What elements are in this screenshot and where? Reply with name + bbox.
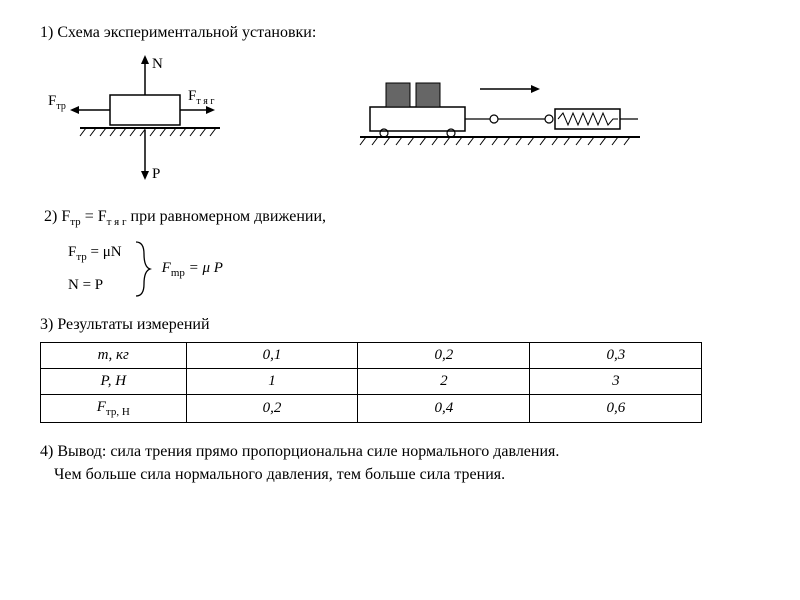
brace-eqs: Fтр = μN N = P: [68, 244, 122, 294]
brace-icon: [132, 240, 152, 298]
brace-eq2: N = P: [68, 277, 122, 294]
results-table: m, кг 0,1 0,2 0,3 P, H 1 2 3 Fтр, H 0,2 …: [40, 342, 702, 423]
section-3: 3) Результаты измерений m, кг 0,1 0,2 0,…: [40, 316, 760, 423]
r3-pref: F: [97, 399, 106, 415]
cell: 0,2: [358, 343, 530, 369]
brace-block: Fтр = μN N = P Fmp = μ P: [68, 240, 760, 298]
s3-text: Результаты измерений: [57, 316, 209, 333]
cell: 0,4: [358, 395, 530, 423]
cell: 0,3: [530, 343, 702, 369]
table-row: Fтр, H 0,2 0,4 0,6: [41, 395, 702, 423]
table-row: m, кг 0,1 0,2 0,3: [41, 343, 702, 369]
diagram-row: N P Fтр Fт я г: [40, 50, 760, 190]
cell: 3: [530, 369, 702, 395]
label-N: N: [152, 56, 163, 72]
label-P: P: [152, 166, 160, 182]
section-1: 1) Схема экспериментальной установки:: [40, 24, 760, 190]
eq-F1: F: [61, 208, 70, 225]
s2-num: 2): [44, 208, 57, 225]
beq1-s: тр: [76, 251, 86, 263]
cell: 0,1: [186, 343, 358, 369]
section-4: 4) Вывод: сила трения прямо пропорционал…: [40, 441, 760, 486]
section-1-text: Схема экспериментальной установки:: [57, 24, 316, 41]
cell: 0,2: [186, 395, 358, 423]
s4-num: 4): [40, 443, 53, 460]
eq-mid: = F: [81, 208, 107, 225]
cell: 0,6: [530, 395, 702, 423]
eq-sub2: т я г: [107, 216, 127, 228]
bres-r: = μ P: [185, 260, 223, 276]
row-label: m, кг: [41, 343, 187, 369]
table-row: P, H 1 2 3: [41, 369, 702, 395]
r3-sub: тр, H: [106, 406, 130, 418]
label-Ftyag: Fт я г: [188, 88, 214, 107]
beq1-r: = μN: [87, 244, 122, 260]
cell: 2: [358, 369, 530, 395]
section-1-number: 1): [40, 24, 53, 41]
eq-sub1: тр: [70, 216, 80, 228]
s3-num: 3): [40, 316, 53, 333]
diagram-free-body: N P Fтр Fт я г: [40, 50, 240, 190]
brace-result: Fmp = μ P: [162, 260, 223, 279]
diagram-setup: [350, 65, 650, 175]
main-equation: 2) Fтр = Fт я г при равномерном движении…: [44, 208, 760, 228]
row-label: P, H: [41, 369, 187, 395]
conclusion-line1: 4) Вывод: сила трения прямо пропорционал…: [40, 441, 760, 463]
row-label: Fтр, H: [41, 395, 187, 423]
label-Ftr: Fтр: [48, 93, 66, 112]
conclusion-line2: Чем больше сила нормального давления, те…: [54, 464, 760, 486]
section-3-title: 3) Результаты измерений: [40, 316, 760, 334]
section-2: 2) Fтр = Fт я г при равномерном движении…: [40, 208, 760, 298]
cell: 1: [186, 369, 358, 395]
section-1-title: 1) Схема экспериментальной установки:: [40, 24, 760, 42]
s4-l1: Вывод: сила трения прямо пропорциональна…: [57, 443, 559, 460]
brace-eq1: Fтр = μN: [68, 244, 122, 263]
eq-tail: при равномерном движении,: [127, 208, 327, 225]
bres-s: mp: [171, 267, 185, 279]
bres-l: F: [162, 260, 171, 276]
